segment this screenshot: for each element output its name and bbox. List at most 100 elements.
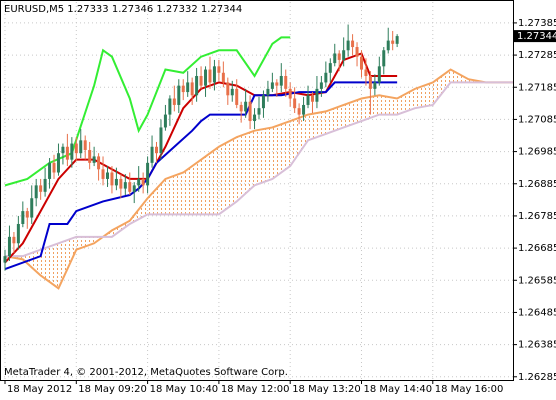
candle-body [208, 69, 212, 83]
y-tick-label: 1.26785 [518, 211, 556, 222]
y-tick-label: 1.27085 [518, 114, 556, 125]
candle-body [181, 85, 185, 93]
candle-body [230, 88, 234, 96]
candle-body [168, 98, 172, 115]
candle-body [382, 50, 386, 67]
x-tick-label: 18 May 09:20 [78, 384, 147, 395]
x-tick-label: 18 May 13:20 [292, 384, 361, 395]
cloud-fill [5, 69, 513, 289]
candle-body [275, 82, 279, 86]
candle-body [119, 178, 123, 189]
last-price-label: 1.27344 [517, 31, 556, 42]
candle-body [333, 53, 337, 64]
chart-header: EURUSD,M5 1.27333 1.27346 1.27332 1.2734… [4, 4, 242, 15]
y-tick-label: 1.27185 [518, 82, 556, 93]
candle-body [150, 146, 154, 163]
candle-body [83, 140, 87, 150]
candle-body [364, 69, 368, 76]
candle-body [239, 104, 243, 112]
candle-body [30, 198, 34, 218]
y-tick-label: 1.26985 [518, 147, 556, 158]
candle-body [337, 53, 341, 60]
x-tick-label: 18 May 14:40 [363, 384, 432, 395]
candle-body [359, 56, 363, 70]
candle-body [56, 153, 60, 173]
candle-body [284, 75, 288, 89]
candle-body [346, 40, 350, 51]
x-tick-label: 18 May 2012 [7, 384, 72, 395]
candle-body [288, 88, 292, 99]
copyright: MetaTrader 4, © 2001-2012, MetaQuotes So… [4, 367, 288, 378]
y-tick-label: 1.26485 [518, 307, 556, 318]
candle-body [34, 185, 38, 199]
candle-body [88, 149, 92, 163]
candle-body [195, 75, 199, 96]
y-tick-label: 1.26585 [518, 275, 556, 286]
x-tick-label: 18 May 10:40 [150, 384, 219, 395]
candle-body [132, 185, 136, 192]
candle-body [324, 72, 328, 83]
candle-body [342, 50, 346, 60]
candle-body [377, 66, 381, 83]
candle-body [79, 140, 83, 154]
candle-body [155, 146, 159, 154]
candle-body [177, 85, 181, 105]
candle-body [137, 178, 141, 186]
candle-body [248, 101, 252, 122]
candles [3, 24, 399, 271]
candle-body [319, 82, 323, 89]
candle-body [97, 156, 101, 170]
candle-body [373, 82, 377, 89]
candle-body [199, 75, 203, 86]
y-tick-label: 1.27285 [518, 50, 556, 61]
candle-body [16, 223, 20, 244]
candle-body [7, 236, 11, 257]
x-tick-label: 18 May 16:00 [435, 384, 504, 395]
candle-body [74, 143, 78, 154]
plot-frame [0, 0, 514, 381]
candle-body [235, 88, 239, 105]
candle-body [302, 104, 306, 115]
candle-body [355, 47, 359, 57]
candle-body [395, 36, 399, 44]
candle-body [163, 114, 167, 128]
senkou-b-line [5, 81, 513, 258]
candle-body [105, 172, 109, 179]
last-price-box [514, 30, 556, 43]
candle-body [61, 146, 65, 154]
candle-body [114, 178, 118, 186]
candle-body [146, 162, 150, 186]
candle-body [25, 211, 29, 218]
candle-body [159, 127, 163, 154]
candle-body [128, 182, 132, 192]
candle-body [261, 95, 265, 109]
y-tick-label: 1.27385 [518, 18, 556, 29]
candle-body [226, 82, 230, 96]
senkou-a-line [4, 68, 513, 290]
candle-body [279, 75, 283, 86]
candle-body [293, 98, 297, 109]
candle-body [12, 236, 16, 244]
candle-body [65, 146, 69, 160]
candle-body [186, 82, 190, 93]
candle-body [306, 95, 310, 105]
candle-body [212, 66, 216, 83]
candle-body [52, 162, 56, 173]
y-tick-label: 1.26885 [518, 179, 556, 190]
y-tick-label: 1.26285 [518, 372, 556, 383]
candle-body [190, 82, 194, 96]
candle-body [386, 40, 390, 51]
candle-body [217, 66, 221, 73]
candle-body [257, 108, 261, 115]
candle-body [221, 72, 225, 83]
candle-body [270, 82, 274, 89]
candle-body [351, 40, 355, 48]
candle-body [70, 143, 74, 160]
y-tick-label: 1.26685 [518, 243, 556, 254]
candle-body [297, 108, 301, 115]
candle-body [253, 114, 257, 122]
candle-body [3, 256, 7, 263]
candle-body [266, 88, 270, 96]
candle-body [110, 172, 114, 186]
